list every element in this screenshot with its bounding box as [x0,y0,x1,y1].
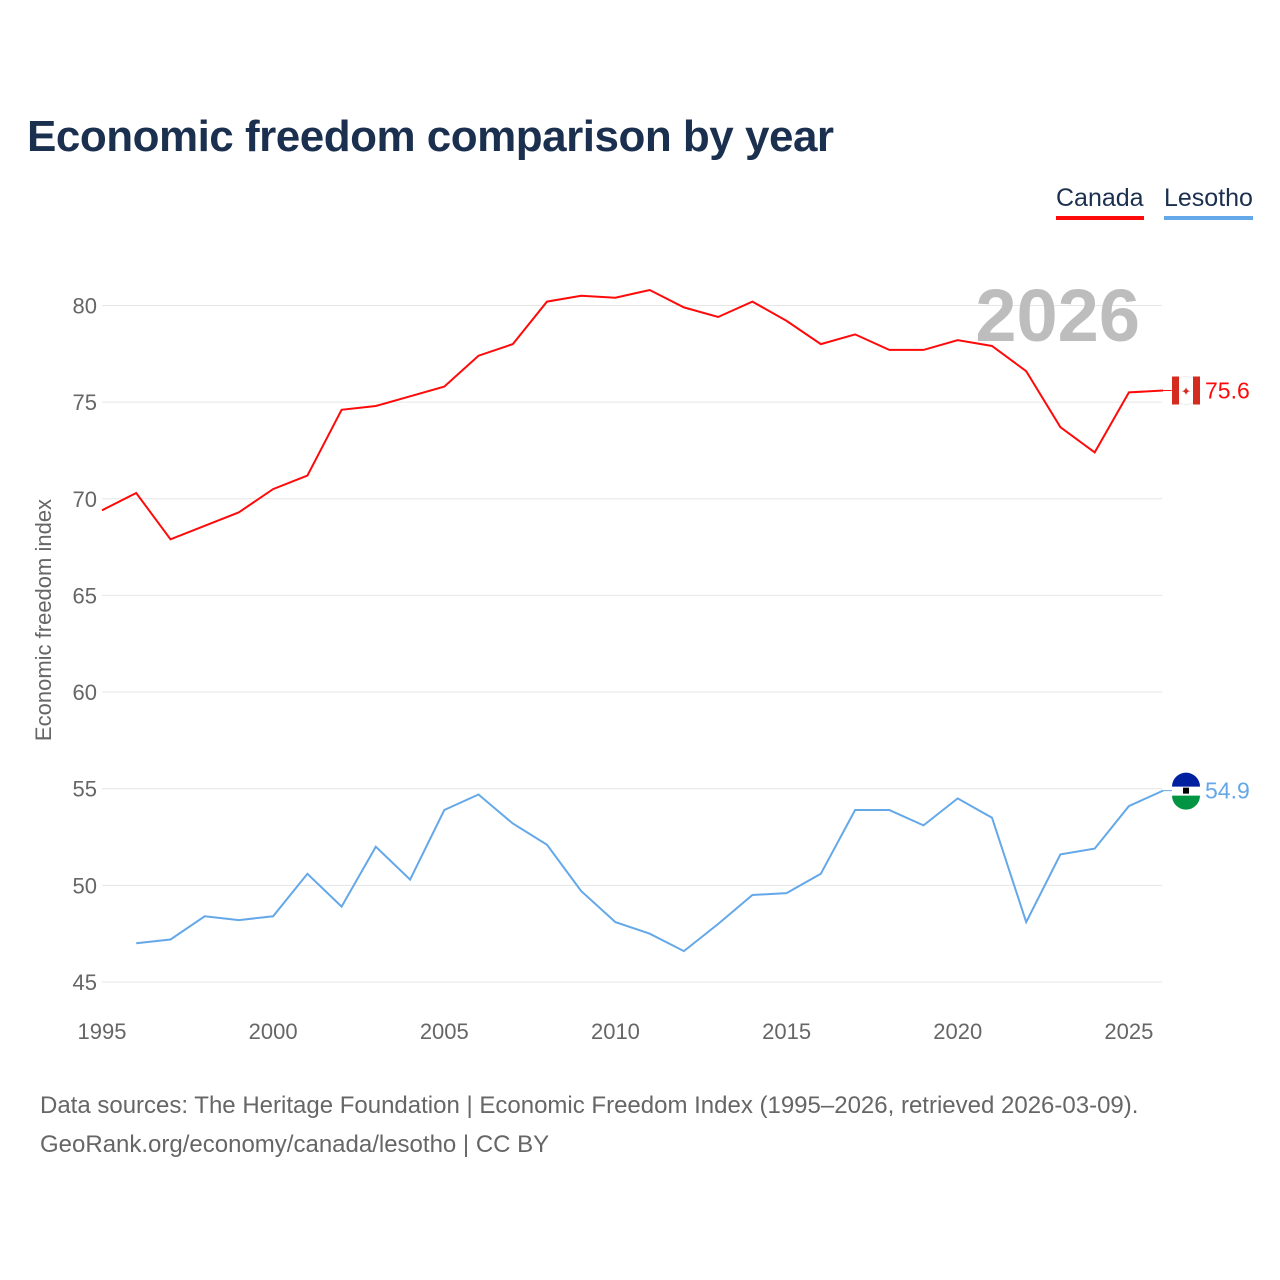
x-tick-label: 2025 [1104,1019,1153,1044]
y-tick-label: 45 [73,970,97,995]
source-line-1: Data sources: The Heritage Foundation | … [40,1092,1139,1119]
x-tick-label: 2000 [249,1019,298,1044]
y-tick-label: 70 [73,487,97,512]
chart-title: Economic freedom comparison by year [27,112,834,161]
y-tick-label: 55 [73,777,97,802]
y-tick-label: 50 [73,873,97,898]
y-tick-label: 80 [73,293,97,318]
y-tick-label: 75 [73,390,97,415]
series-line-lesotho [136,789,1164,953]
source-line-2: GeoRank.org/economy/canada/lesotho | CC … [40,1131,550,1158]
x-tick-label: 2020 [933,1019,982,1044]
end-value-label: 54.9 [1205,778,1250,804]
y-axis-label: Economic freedom index [31,499,56,741]
flag-band [1172,376,1179,405]
legend-lesotho[interactable]: Lesotho [1164,184,1253,220]
y-tick-label: 65 [73,583,97,608]
flag-band [1172,795,1200,810]
y-tick-label: 60 [73,680,97,705]
hat-icon [1183,787,1189,794]
legend-canada[interactable]: Canada [1056,184,1144,220]
series-line-canada [101,288,1164,541]
end-value-label: 75.6 [1205,378,1250,404]
x-tick-label: 2010 [591,1019,640,1044]
x-tick-label: 2015 [762,1019,811,1044]
maple-leaf-icon: ✦ [1181,385,1191,399]
flag-band [1172,772,1200,787]
source-note: Data sources: The Heritage Foundation | … [40,1086,1138,1164]
flag-band [1193,376,1200,405]
x-tick-label: 2005 [420,1019,469,1044]
year-watermark: 2026 [975,274,1140,357]
x-tick-label: 1995 [78,1019,127,1044]
